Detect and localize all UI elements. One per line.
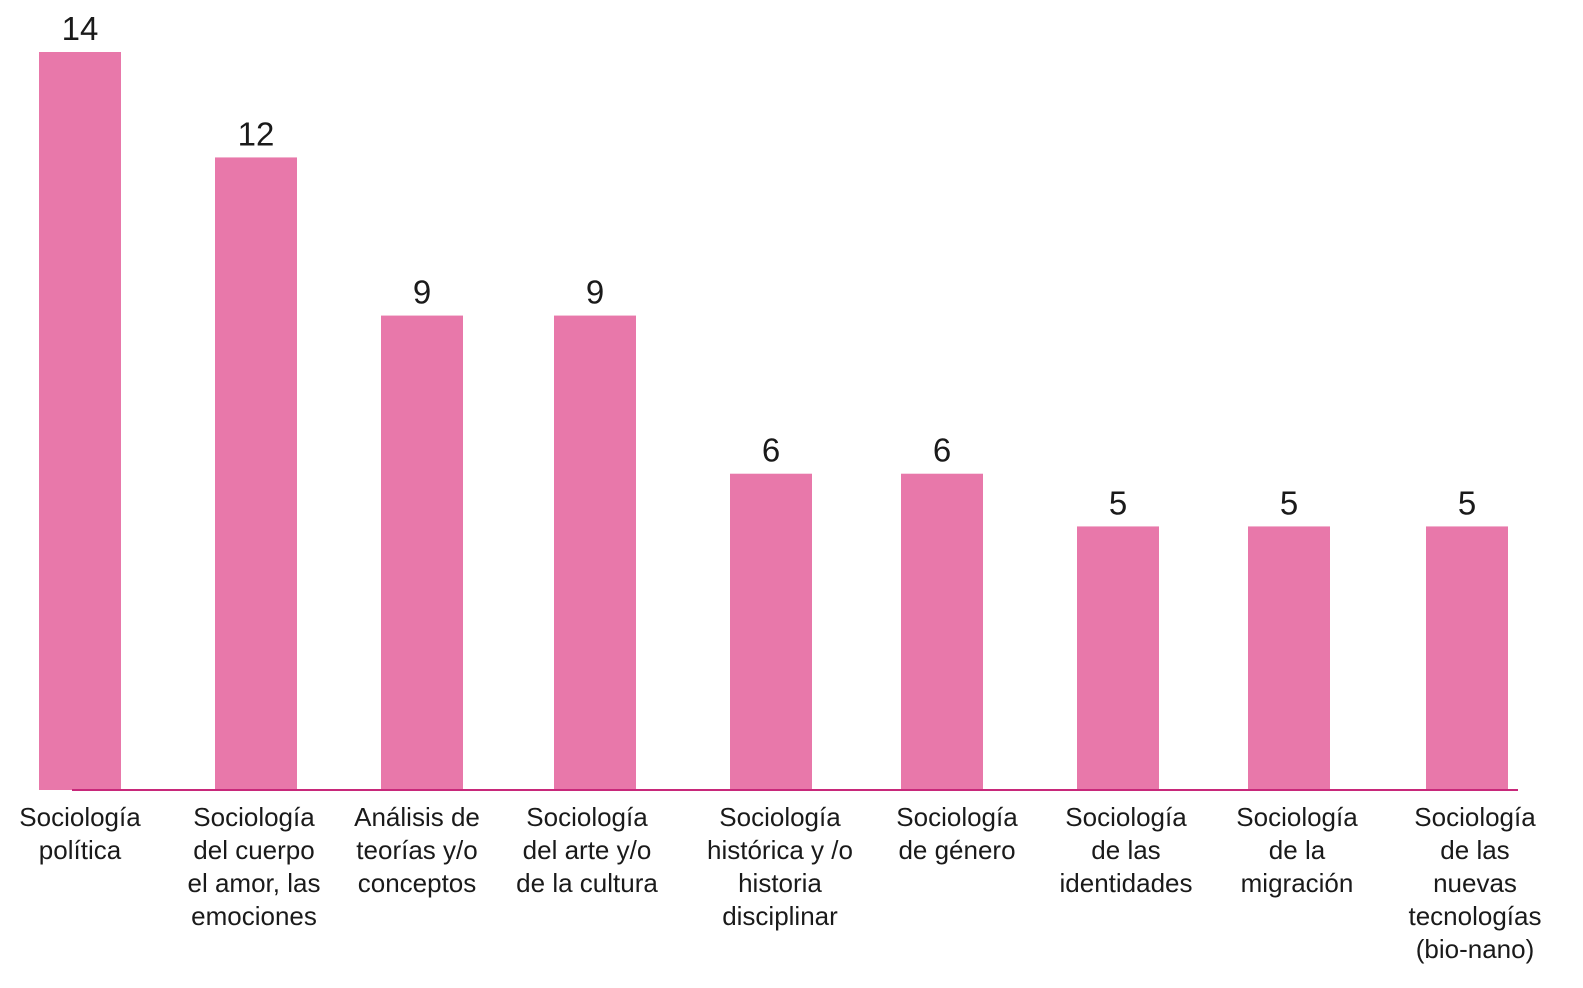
- category-label-line: de la cultura: [516, 868, 658, 898]
- category-label-line: Sociología: [896, 802, 1018, 832]
- category-label-line: identidades: [1060, 868, 1193, 898]
- category-label-line: migración: [1241, 868, 1354, 898]
- category-label-line: historia: [738, 868, 822, 898]
- category-label-line: conceptos: [358, 868, 477, 898]
- category-label-line: Sociología: [526, 802, 648, 832]
- value-label-3: 9: [586, 274, 604, 311]
- category-label-line: el amor, las: [188, 868, 321, 898]
- bar-7: [1248, 526, 1330, 790]
- bar-1: [215, 157, 297, 790]
- value-label-7: 5: [1280, 484, 1298, 521]
- category-label-line: del arte y/o: [523, 835, 652, 865]
- value-label-6: 5: [1109, 484, 1127, 521]
- category-label-2: Análisis de teorías y/o conceptos: [354, 802, 480, 898]
- category-label-7: Sociología de la migración: [1236, 802, 1358, 898]
- category-label-line: Sociología: [1236, 802, 1358, 832]
- bar-5: [901, 473, 983, 790]
- bar-6: [1077, 526, 1159, 790]
- category-label-line: Sociología: [1414, 802, 1536, 832]
- category-label-line: disciplinar: [722, 901, 838, 931]
- category-label-line: de la: [1269, 835, 1326, 865]
- value-label-4: 6: [762, 432, 780, 469]
- value-label-2: 9: [413, 274, 431, 311]
- category-label-8: Sociología de las nuevas tecnologías (bio-na…: [1409, 802, 1542, 964]
- bar-8: [1426, 526, 1508, 790]
- category-label-line: histórica y /o: [707, 835, 853, 865]
- bars-group: [39, 52, 1508, 790]
- category-label-line: teorías y/o: [356, 835, 477, 865]
- value-label-1: 12: [238, 115, 275, 152]
- category-label-5: Sociología de género: [896, 802, 1018, 865]
- value-label-5: 6: [933, 432, 951, 469]
- value-label-0: 14: [62, 10, 99, 47]
- category-label-line: de las: [1091, 835, 1160, 865]
- category-label-line: Análisis de: [354, 802, 480, 832]
- category-label-line: del cuerpo: [193, 835, 314, 865]
- category-label-line: Sociología: [19, 802, 141, 832]
- category-label-1: Sociología del cuerpo el amor, las emocione…: [188, 802, 321, 931]
- category-label-line: (bio-nano): [1416, 934, 1535, 964]
- bar-3: [554, 315, 636, 790]
- category-label-line: Sociología: [1065, 802, 1187, 832]
- category-label-3: Sociología del arte y/o de la cultura: [516, 802, 658, 898]
- category-label-line: política: [39, 835, 122, 865]
- bar-4: [730, 473, 812, 790]
- value-labels-group: 14 12 9 9 6 6 5 5 5: [62, 10, 1477, 521]
- category-label-line: tecnologías: [1409, 901, 1542, 931]
- bar-2: [381, 315, 463, 790]
- category-label-line: Sociología: [193, 802, 315, 832]
- bar-0: [39, 52, 121, 790]
- value-label-8: 5: [1458, 484, 1476, 521]
- category-label-line: emociones: [191, 901, 317, 931]
- category-label-6: Sociología de las identidades: [1060, 802, 1193, 898]
- category-label-line: Sociología: [719, 802, 841, 832]
- category-label-0: Sociología política: [19, 802, 141, 865]
- category-label-line: de las: [1440, 835, 1509, 865]
- category-label-line: de género: [898, 835, 1015, 865]
- category-label-4: Sociología histórica y /o historia discipli…: [707, 802, 853, 931]
- category-label-line: nuevas: [1433, 868, 1517, 898]
